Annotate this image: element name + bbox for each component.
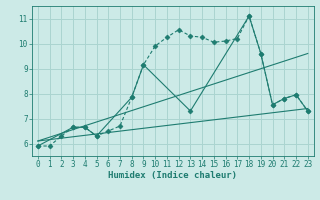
X-axis label: Humidex (Indice chaleur): Humidex (Indice chaleur): [108, 171, 237, 180]
